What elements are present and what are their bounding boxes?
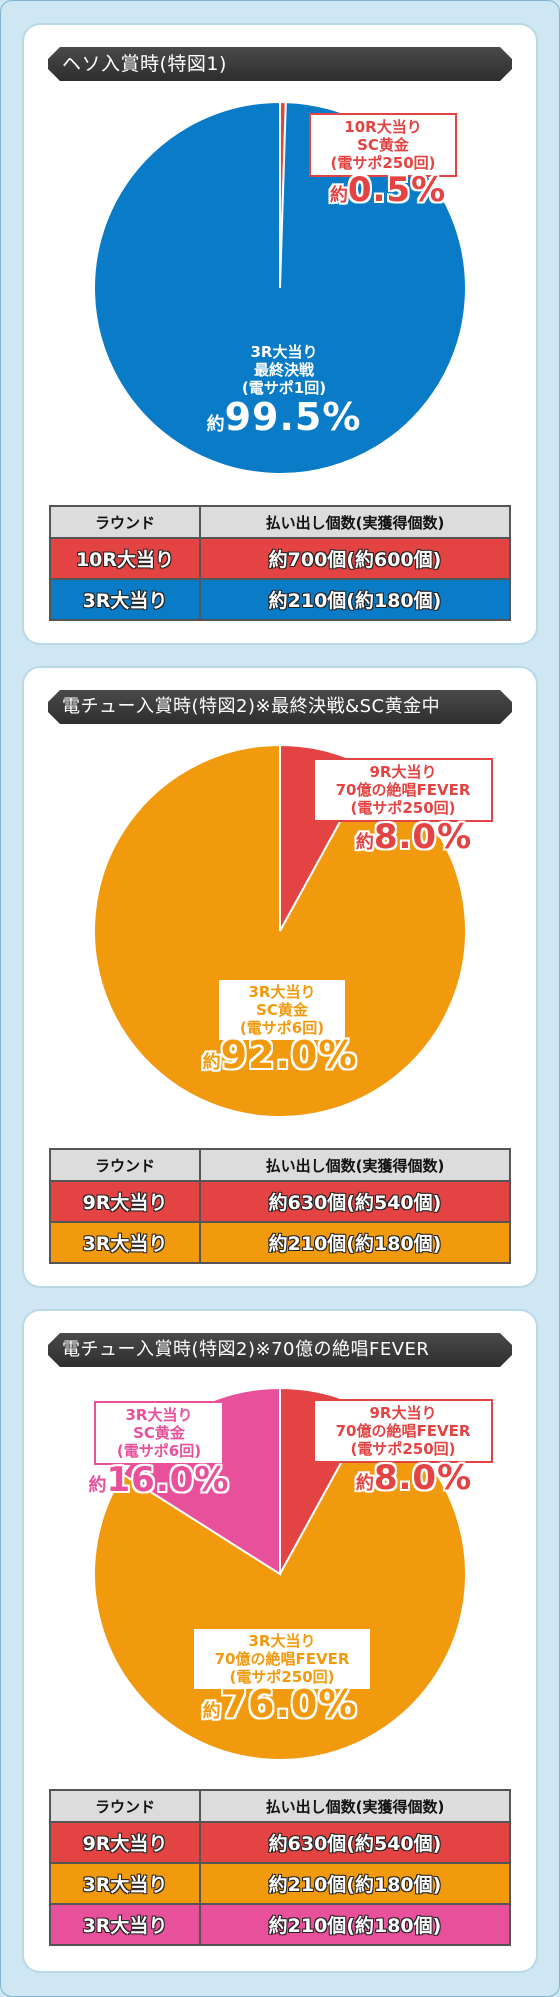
header-payout: 払い出し個数(実獲得個数) — [199, 1148, 511, 1182]
header-round: ラウンド — [49, 1148, 201, 1182]
table-row: 10R大当り 約700個(約600個) — [49, 537, 511, 580]
table-row: 3R大当り 約210個(約180個) — [49, 1862, 511, 1905]
slice-label-line: (電サポ6回) — [116, 1442, 202, 1460]
percent-value: 0.5% — [347, 170, 447, 210]
slice-label: 3R大当り SC黄金 (電サポ6回) — [94, 1401, 224, 1465]
slice-label: 9R大当り 70億の絶唱FEVER (電サポ250回) — [313, 758, 493, 822]
percent-value: 92.0% — [220, 1033, 358, 1077]
chart-panel-3: 電チュー入賞時(特図2)※70億の絶唱FEVER 9R大当り 70億の絶唱FEV… — [24, 1311, 536, 1971]
slice-label: 3R大当り 70億の絶唱FEVER (電サポ250回) — [192, 1627, 372, 1691]
slice-label: 3R大当り 最終決戦 (電サポ1回) — [214, 343, 354, 397]
slice-label-line: 10R大当り — [344, 118, 422, 136]
table-header-row: ラウンド 払い出し個数(実獲得個数) — [49, 505, 511, 539]
table-row: 3R大当り 約210個(約180個) — [49, 1903, 511, 1946]
pie-slice — [93, 743, 467, 1118]
percent-value: 8.0% — [373, 817, 473, 857]
slice-label-line: 3R大当り — [250, 343, 318, 361]
header-round: ラウンド — [49, 1789, 201, 1823]
percent-value: 16.0% — [106, 1460, 230, 1500]
chart-title: 電チュー入賞時(特図2)※最終決戦&SC黄金中 — [48, 690, 512, 724]
cell-round: 9R大当り — [49, 1821, 201, 1864]
slice-label-line: 70億の絶唱FEVER — [335, 781, 471, 799]
chart-title: 電チュー入賞時(特図2)※70億の絶唱FEVER — [48, 1333, 512, 1367]
slice-label-line: SC黄金 — [357, 136, 409, 154]
cell-round: 9R大当り — [49, 1180, 201, 1223]
pie-slice — [93, 100, 467, 475]
slice-label-line: 9R大当り — [369, 763, 437, 781]
slice-label-line: 9R大当り — [369, 1404, 437, 1422]
slice-label-line: 70億の絶唱FEVER — [214, 1650, 350, 1668]
slice-label-line: SC黄金 — [133, 1424, 185, 1442]
table-row: 3R大当り 約210個(約180個) — [49, 578, 511, 621]
cell-round: 3R大当り — [49, 1903, 201, 1946]
percent-value: 76.0% — [220, 1682, 358, 1726]
slice-label-line: (電サポ250回) — [229, 1668, 335, 1686]
header-round: ラウンド — [49, 505, 201, 539]
pie-chart — [93, 1386, 467, 1761]
table-row: 9R大当り 約630個(約540個) — [49, 1180, 511, 1223]
cell-round: 3R大当り — [49, 1862, 201, 1905]
prefix-text: 約 — [202, 1701, 221, 1722]
slice-percent: 約76.0% — [170, 1685, 390, 1723]
prefix-text: 約 — [329, 185, 348, 206]
slice-label: 10R大当り SC黄金 (電サポ250回) — [309, 113, 457, 177]
table-header-row: ラウンド 払い出し個数(実獲得個数) — [49, 1789, 511, 1823]
cell-payout: 約210個(約180個) — [199, 1903, 511, 1946]
prefix-text: 約 — [355, 1473, 374, 1494]
slice-label-line: 最終決戦 — [253, 361, 314, 379]
table-row: 3R大当り 約210個(約180個) — [49, 1221, 511, 1264]
slice-label-line: (電サポ6回) — [239, 1019, 325, 1037]
cell-round: 10R大当り — [49, 537, 201, 580]
percent-value: 8.0% — [373, 1458, 473, 1498]
table-header-row: ラウンド 払い出し個数(実獲得個数) — [49, 1148, 511, 1182]
slice-label-line: (電サポ250回) — [350, 1440, 456, 1458]
prefix-text: 約 — [355, 832, 374, 853]
cell-round: 3R大当り — [49, 1221, 201, 1264]
chart-panel-2: 電チュー入賞時(特図2)※最終決戦&SC黄金中 9R大当り 70億の絶唱FEVE… — [24, 668, 536, 1286]
table-row: 9R大当り 約630個(約540個) — [49, 1821, 511, 1864]
slice-percent: 約16.0% — [64, 1463, 254, 1497]
slice-percent: 約8.0% — [334, 1461, 494, 1495]
cell-round: 3R大当り — [49, 578, 201, 621]
payout-table: ラウンド 払い出し個数(実獲得個数) 9R大当り 約630個(約540個) 3R… — [49, 1789, 511, 1946]
pie-chart — [93, 743, 467, 1118]
prefix-text: 約 — [202, 1052, 221, 1073]
slice-percent: 約0.5% — [308, 173, 468, 207]
cell-payout: 約210個(約180個) — [199, 1862, 511, 1905]
slice-label-line: 3R大当り — [248, 1632, 316, 1650]
payout-table: ラウンド 払い出し個数(実獲得個数) 10R大当り 約700個(約600個) 3… — [49, 505, 511, 621]
header-payout: 払い出し個数(実獲得個数) — [199, 1789, 511, 1823]
prefix-text: 約 — [206, 414, 225, 435]
payout-table: ラウンド 払い出し個数(実獲得個数) 9R大当り 約630個(約540個) 3R… — [49, 1148, 511, 1264]
slice-label: 9R大当り 70億の絶唱FEVER (電サポ250回) — [313, 1399, 493, 1463]
percent-value: 99.5% — [224, 395, 362, 439]
cell-payout: 約630個(約540個) — [199, 1180, 511, 1223]
slice-label: 3R大当り SC黄金 (電サポ6回) — [217, 978, 347, 1042]
prefix-text: 約 — [88, 1475, 107, 1496]
cell-payout: 約700個(約600個) — [199, 537, 511, 580]
slice-label-line: 70億の絶唱FEVER — [335, 1422, 471, 1440]
pie-slice — [93, 1409, 467, 1761]
slice-label-line: 3R大当り — [125, 1406, 193, 1424]
slice-label-line: SC黄金 — [256, 1001, 308, 1019]
slice-label-line: 3R大当り — [248, 983, 316, 1001]
slice-percent: 約99.5% — [174, 398, 394, 436]
chart-title: ヘソ入賞時(特図1) — [48, 47, 512, 81]
slice-label-line: (電サポ1回) — [241, 379, 327, 397]
header-payout: 払い出し個数(実獲得個数) — [199, 505, 511, 539]
slice-label-line: (電サポ250回) — [350, 799, 456, 817]
cell-payout: 約210個(約180個) — [199, 1221, 511, 1264]
chart-panel-1: ヘソ入賞時(特図1) 10R大当り SC黄金 (電サポ250回) 約0.5% 3… — [24, 25, 536, 643]
slice-percent: 約8.0% — [334, 820, 494, 854]
slice-label-line: (電サポ250回) — [330, 154, 436, 172]
cell-payout: 約630個(約540個) — [199, 1821, 511, 1864]
cell-payout: 約210個(約180個) — [199, 578, 511, 621]
pie-chart — [93, 100, 467, 475]
slice-percent: 約92.0% — [170, 1036, 390, 1074]
